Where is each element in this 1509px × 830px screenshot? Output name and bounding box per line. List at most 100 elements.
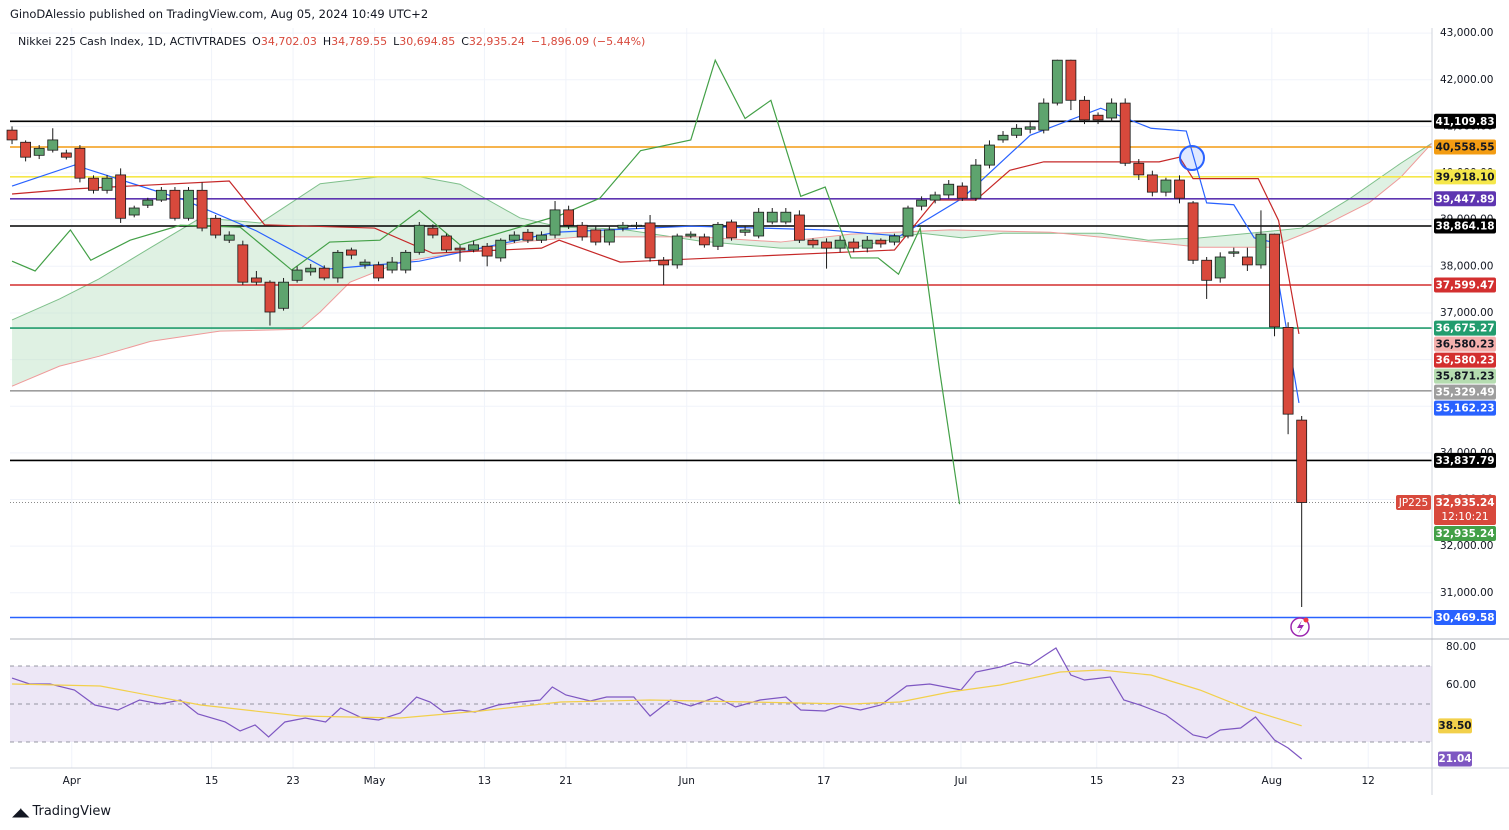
ohlc-value: 34,702.03 [260,35,317,48]
price-tag [1434,352,1496,368]
candle-body [1174,179,1185,199]
candle-body [671,235,683,266]
symbol-tag [1396,495,1431,511]
candle-body [155,189,167,201]
event-dot [1303,617,1309,623]
y-tick-label: 31,000.00 [1440,587,1493,599]
candle-body [590,229,602,243]
candle-body [332,251,344,279]
price-tag [1434,113,1496,129]
ohlc-value: 32,935.24 [468,35,525,48]
candle-body [549,209,561,236]
levels-layer [10,120,1432,619]
candle-body [929,194,941,201]
candle-body [33,147,45,156]
candle-body [47,139,59,151]
candle-body [984,144,995,166]
candle-layer [6,59,1308,607]
indicator-line [11,156,1300,335]
price-tag-label: 39,918.10 [1435,171,1494,183]
ohlc-change: −1,896.09 (−5.44%) [530,35,646,48]
candle-body [726,221,737,239]
y-tick-label: 80.00 [1446,641,1476,653]
candle-body [1160,179,1172,193]
x-tick-label: May [364,775,386,787]
candle-body [807,239,819,246]
candle-body [1146,174,1158,193]
price-tag-label: 32,935.24 [1435,497,1494,509]
grid-layer [10,28,1432,768]
price-tag [1434,139,1496,155]
cloud-fill [12,143,1433,387]
x-tick-label: 13 [478,775,491,787]
indicator-line [11,107,1300,404]
candle-body [712,223,724,247]
candle-body [183,189,194,219]
x-tick-label: 17 [817,775,830,787]
candle-body [1092,114,1104,121]
publisher-line: GinoDAlessio published on TradingView.co… [10,7,429,21]
candle-body [441,235,452,251]
price-tag [1434,526,1496,542]
x-tick-label: 21 [559,775,572,787]
candle-body [346,249,357,256]
candle-body [128,207,140,216]
candle-body [1187,202,1199,261]
candle-body [821,241,832,249]
ohlc-item: L30,694.85 [393,35,455,48]
price-tag [1434,191,1496,207]
candle-body [1106,102,1118,119]
candle-body [481,245,493,257]
x-tick-label: 23 [286,775,299,787]
candle-body [237,244,249,283]
ohlc-key: L [393,35,400,48]
tags-layer: 41,109.83 40,558.55 39,918.10 39,447.89 38,8… [1396,113,1496,767]
candle-body [956,185,968,199]
candle-body [522,231,534,241]
price-tag [1434,384,1496,400]
candle-body [74,147,86,179]
price-tag-label: 33,837.79 [1435,455,1494,467]
symbol-title: Nikkei 225 Cash Index, 1D, ACTIVTRADES [18,35,247,48]
price-tag [1434,169,1496,185]
candle-body [359,261,371,266]
candle-body [6,129,18,141]
candle-body [753,211,765,237]
candle-body [508,234,520,241]
x-tick-label: Apr [63,775,82,787]
indicator-line [11,58,961,505]
candle-body [943,183,955,196]
candle-body [970,164,982,199]
brand: ◢◣ TradingView [12,804,111,819]
candle-body [250,277,262,283]
candle-body [793,214,805,241]
candle-body [1214,256,1226,279]
price-tag-label: 36,580.23 [1435,339,1494,351]
y-tick-label: 37,000.00 [1440,307,1493,319]
candle-body [223,234,235,241]
price-tag-label: 35,871.23 [1435,371,1494,383]
price-tag-label: 36,675.27 [1435,323,1494,335]
candle-body [1296,419,1308,503]
symbol-tag-label: JP225 [1398,497,1428,509]
brand-logo: ◢◣ [12,804,29,819]
candle-body [834,239,846,249]
x-tick-label: Jul [954,775,968,787]
candle-body [603,229,615,243]
price-tag-label: 39,447.89 [1435,193,1494,205]
x-tick-label: Jun [678,775,695,787]
price-tag-label: 36,580.23 [1435,355,1494,367]
candle-body [658,259,670,266]
candle-body [848,241,860,249]
candle-body [997,134,1009,141]
candle-body [318,267,330,279]
candle-body [739,229,751,233]
x-tick-label: Aug [1262,775,1283,787]
price-tag [1434,336,1496,352]
candle-body [889,235,900,243]
candle-body [1269,233,1280,328]
candle-body [386,261,398,271]
price-tag-label: 41,109.83 [1435,116,1494,128]
